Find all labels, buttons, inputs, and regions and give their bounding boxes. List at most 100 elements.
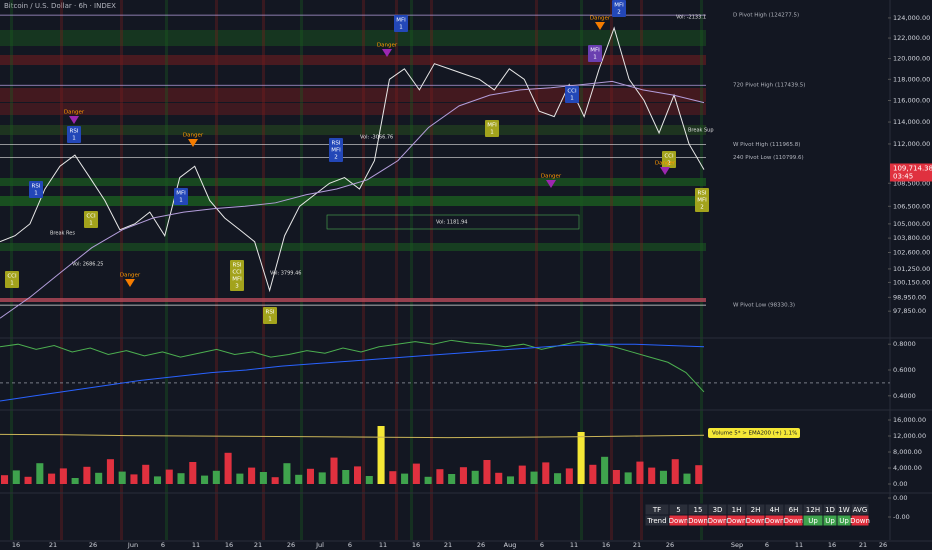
- volume-bar: [377, 426, 385, 484]
- signal-badge: [5, 271, 19, 288]
- volume-bar: [424, 476, 432, 484]
- badge-text: 1: [399, 25, 403, 31]
- badge-text: 2: [617, 10, 621, 16]
- stripe: [640, 0, 643, 540]
- badge-text: MFI: [590, 48, 600, 54]
- x-tick-label: 6: [540, 541, 544, 549]
- badge-text: 1: [10, 281, 14, 287]
- signal-badge: [174, 188, 188, 205]
- y-tick-label: 8,000.00: [893, 448, 922, 456]
- volume-bar: [24, 476, 32, 484]
- y-tick-label: 102,600.00: [893, 248, 930, 256]
- y-tick-label: -0.00: [893, 513, 910, 521]
- y-tick-label: 105,000.00: [893, 220, 930, 228]
- signal-badge: [329, 138, 343, 162]
- danger-label: Danger: [590, 16, 611, 22]
- x-tick-label: 21: [633, 541, 641, 549]
- x-tick-label: 11: [570, 541, 578, 549]
- volume-bar: [577, 432, 585, 484]
- x-tick-label: 11: [795, 541, 803, 549]
- signal-badge: [662, 151, 676, 168]
- volume-bar: [342, 470, 350, 484]
- volume-bar: [95, 472, 103, 484]
- stripe: [700, 0, 703, 540]
- volume-bar: [506, 476, 515, 484]
- x-tick-label: 21: [859, 541, 867, 549]
- x-tick-label: 26: [89, 541, 97, 549]
- badge-text: RSI: [698, 191, 707, 197]
- y-tick-label: 122,000.00: [893, 34, 930, 42]
- volume-bar: [236, 473, 244, 484]
- x-tick-label: 26: [879, 541, 887, 549]
- volume-bar: [601, 456, 609, 484]
- y-tick-label: 101,250.00: [893, 265, 930, 273]
- table-header: 4H: [770, 506, 780, 514]
- table-header: 1D: [825, 506, 835, 514]
- volume-bar: [389, 471, 397, 484]
- y-tick-label: 103,800.00: [893, 234, 930, 242]
- trend-cell: Down: [765, 517, 785, 525]
- volume-bar: [401, 473, 409, 484]
- signal-badge: [565, 86, 579, 103]
- pivot-label: 720 Pivot High (117439.5): [733, 83, 805, 89]
- x-tick-label: 11: [379, 541, 387, 549]
- badge-text: RSI: [266, 310, 275, 316]
- x-tick-label: 21: [254, 541, 262, 549]
- danger-label: Danger: [120, 273, 141, 279]
- volume-bar: [142, 464, 150, 484]
- stripe: [215, 0, 218, 540]
- y-tick-label: 120,000.00: [893, 55, 930, 63]
- x-tick-label: Aug: [504, 541, 517, 549]
- volume-bar: [106, 459, 114, 484]
- trend-cell: Down: [669, 517, 689, 525]
- danger-label: Danger: [541, 174, 562, 180]
- volume-bar: [271, 477, 279, 484]
- table-header: 2H: [751, 506, 761, 514]
- x-tick-label: 6: [765, 541, 769, 549]
- pivot-label: 240 Pivot Low (110799.6): [733, 155, 804, 161]
- trend-cell: Trend: [646, 517, 666, 525]
- price-tag: [890, 163, 932, 182]
- volume-bar: [212, 470, 220, 484]
- volume-bar: [354, 466, 362, 484]
- y-tick-label: 0.00: [893, 480, 907, 488]
- series-line: [0, 339, 705, 393]
- volume-bar: [436, 469, 444, 484]
- table-header: 1H: [732, 506, 742, 514]
- volume-bar: [412, 463, 420, 484]
- badge-text: MFI: [396, 18, 406, 24]
- volume-bar: [83, 466, 91, 484]
- pivot-label: D Pivot High (124277.5): [733, 13, 799, 19]
- volume-bar: [71, 478, 79, 484]
- vol-box: [326, 214, 580, 230]
- trend-cell: Down: [850, 517, 870, 525]
- volume-bar: [48, 473, 56, 484]
- volume-bar: [530, 471, 538, 484]
- y-tick-label: 0.00: [893, 494, 907, 502]
- x-tick-label: 21: [49, 541, 57, 549]
- x-tick-label: 16: [602, 541, 610, 549]
- volume-bar: [495, 472, 503, 484]
- zone: [0, 88, 706, 102]
- x-tick-label: 16: [412, 541, 420, 549]
- note: Break Sup: [688, 128, 714, 134]
- danger-marker: [382, 49, 392, 57]
- zone: [0, 178, 706, 186]
- volume-bar: [589, 464, 597, 484]
- volume-bar: [330, 457, 338, 484]
- volume-bar: [1, 475, 9, 484]
- badge-text: MFI: [176, 191, 186, 197]
- x-tick-label: Jul: [315, 541, 324, 549]
- zone: [0, 125, 706, 135]
- y-tick-label: 4,000.00: [893, 464, 922, 472]
- volume-bar: [177, 473, 185, 484]
- badge-text: MFI: [614, 3, 624, 9]
- signal-badge: [67, 126, 81, 143]
- x-tick-label: 26: [666, 541, 674, 549]
- danger-marker: [546, 180, 556, 188]
- x-tick-label: 16: [225, 541, 233, 549]
- table-header: TF: [652, 506, 661, 514]
- x-tick-label: 16: [12, 541, 20, 549]
- series-line: [0, 343, 705, 402]
- badge-text: RSI: [32, 184, 41, 190]
